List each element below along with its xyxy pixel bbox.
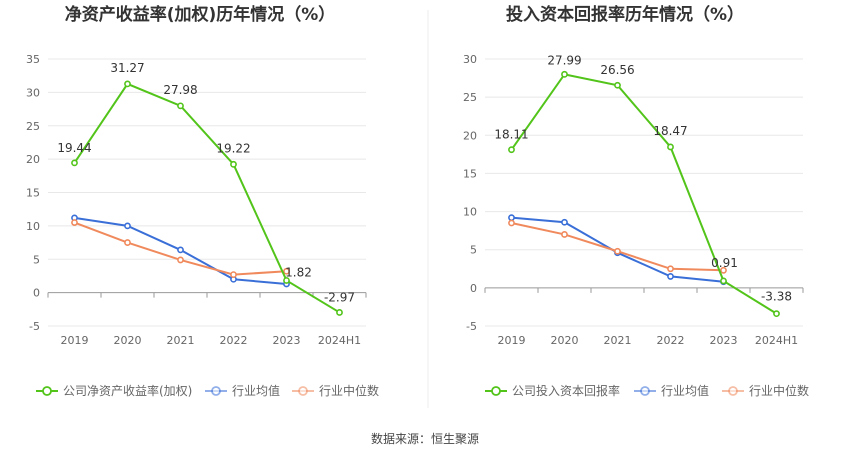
data-point [71, 219, 78, 226]
data-label: 19.44 [57, 141, 91, 155]
data-point [720, 266, 727, 274]
legend-swatch-marker [728, 386, 738, 396]
legend-item[interactable]: 行业中位数 [292, 383, 379, 398]
series-line [73, 82, 341, 314]
legend-label: 公司投入资本回报率 [512, 383, 620, 398]
y-tick-label: 35 [26, 53, 40, 66]
legend-label: 行业中位数 [749, 383, 809, 398]
legend-item[interactable]: 公司投入资本回报率 [485, 383, 620, 398]
data-label: 18.11 [494, 128, 528, 142]
data-label: 26.56 [600, 63, 634, 77]
y-tick-label: 0 [470, 282, 477, 295]
roic-chart: 投入资本回报率历年情况（%） -5 0 5 10 15 20 25 30 2019 2020 2021… [463, 4, 809, 398]
x-tick-label: 2022 [657, 334, 685, 347]
data-point [667, 273, 674, 280]
y-tick-label: 10 [463, 206, 477, 219]
x-tick-label: 2019 [61, 334, 89, 347]
y-tick-label: 15 [26, 187, 40, 200]
source-label: 数据来源：恒生聚源 [371, 431, 479, 446]
legend-label: 行业均值 [232, 383, 280, 398]
data-point [614, 81, 621, 89]
x-tick-label: 2023 [273, 334, 301, 347]
legend-label: 行业均值 [661, 383, 709, 398]
x-tick-label: 2024H1 [755, 334, 798, 347]
y-tick-label: 30 [463, 53, 477, 66]
data-point [508, 219, 515, 227]
legend-label: 公司净资产收益率(加权) [63, 383, 192, 398]
y-tick-label: 0 [33, 287, 40, 300]
legend-swatch-marker [640, 386, 650, 396]
legend-swatch-marker [211, 386, 221, 396]
x-tick-label: 2021 [167, 334, 195, 347]
data-point [71, 159, 78, 167]
data-point [561, 70, 568, 78]
data-point [124, 80, 131, 88]
data-point [177, 102, 184, 110]
y-tick-label: 5 [470, 244, 477, 257]
x-tick-label: 2022 [220, 334, 248, 347]
data-point [177, 246, 184, 254]
data-point [720, 277, 727, 285]
data-point [177, 256, 184, 264]
y-tick-label: 25 [463, 91, 477, 104]
y-tick-label: -5 [466, 320, 477, 333]
y-tick-label: 30 [26, 86, 40, 99]
x-tick-label: 2020 [551, 334, 579, 347]
y-tick-label: 10 [26, 220, 40, 233]
y-tick-label: 5 [33, 253, 40, 266]
legend-item[interactable]: 行业中位数 [722, 383, 809, 398]
legend-item[interactable]: 公司净资产收益率(加权) [36, 383, 192, 398]
legend-swatch-marker [42, 386, 52, 396]
data-point [283, 267, 290, 275]
data-point [283, 277, 290, 284]
data-point [124, 239, 131, 246]
chart-title: 净资产收益率(加权)历年情况（%） [65, 4, 336, 25]
y-tick-label: 20 [26, 153, 40, 166]
data-label: -3.38 [761, 290, 792, 304]
data-label: 0.91 [711, 256, 738, 270]
series-line [510, 73, 778, 315]
y-tick-label: -5 [29, 320, 40, 333]
data-point [336, 309, 343, 316]
data-point [508, 214, 515, 222]
data-label: 27.99 [547, 53, 581, 67]
data-point [508, 146, 515, 154]
data-point [230, 160, 237, 168]
y-tick-label: 20 [463, 129, 477, 142]
x-tick-label: 2023 [710, 334, 738, 347]
data-label: 1.82 [285, 265, 312, 279]
data-label: 31.27 [110, 61, 144, 75]
y-tick-label: 15 [463, 167, 477, 180]
data-point [561, 231, 568, 238]
data-label: 27.98 [163, 83, 197, 97]
y-tick-label: 25 [26, 120, 40, 133]
data-label: -2.97 [324, 290, 355, 304]
legend-swatch-marker [491, 386, 501, 396]
x-tick-label: 2021 [604, 334, 632, 347]
data-point [773, 310, 780, 318]
data-point [230, 271, 237, 279]
legend-label: 行业中位数 [319, 383, 379, 398]
data-point [667, 265, 674, 273]
data-point [124, 222, 131, 230]
data-label: 18.47 [653, 124, 687, 138]
legend-item[interactable]: 行业均值 [205, 383, 280, 398]
data-point [614, 247, 621, 255]
x-tick-label: 2019 [498, 334, 526, 347]
legend-swatch-marker [298, 386, 308, 396]
legend-item[interactable]: 行业均值 [634, 383, 709, 398]
data-point [667, 143, 674, 151]
data-label: 19.22 [216, 141, 250, 155]
x-tick-label: 2020 [114, 334, 142, 347]
chart-title: 投入资本回报率历年情况（%） [506, 4, 744, 25]
roe-chart: 净资产收益率(加权)历年情况（%） -5 0 5 10 15 20 25 30 35 2019 202… [26, 4, 379, 398]
series-line [511, 222, 724, 272]
x-tick-label: 2024H1 [318, 334, 361, 347]
data-point [561, 218, 568, 226]
